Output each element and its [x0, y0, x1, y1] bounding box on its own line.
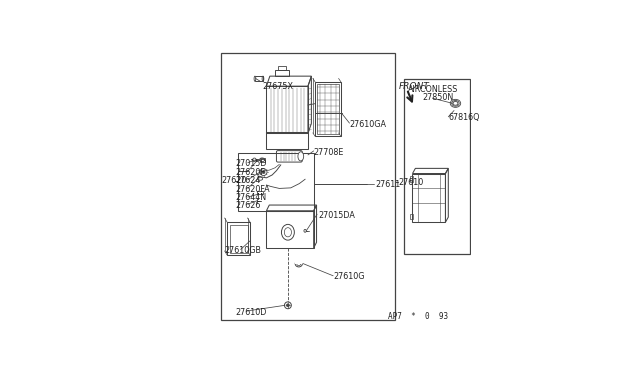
Bar: [255, 76, 263, 81]
Bar: [260, 158, 265, 161]
Circle shape: [287, 304, 289, 307]
Circle shape: [262, 171, 265, 173]
Text: 27611: 27611: [375, 180, 401, 189]
Text: 27610GA: 27610GA: [349, 121, 387, 129]
Bar: [278, 66, 287, 70]
Text: 27015DA: 27015DA: [318, 211, 355, 219]
Text: 27644N: 27644N: [235, 193, 266, 202]
Text: 27675X: 27675X: [262, 82, 293, 91]
Text: 27708E: 27708E: [314, 148, 344, 157]
Bar: [227, 222, 250, 255]
Bar: [238, 154, 314, 211]
Text: FRONT: FRONT: [399, 82, 430, 91]
Text: 27620: 27620: [221, 176, 247, 185]
Ellipse shape: [260, 158, 265, 162]
Text: 27610D: 27610D: [235, 308, 266, 317]
Bar: [410, 176, 413, 182]
Text: 27620F: 27620F: [235, 168, 265, 177]
Text: 27610GB: 27610GB: [224, 246, 261, 255]
Bar: [230, 225, 248, 253]
Ellipse shape: [282, 224, 294, 240]
Text: 27850N: 27850N: [422, 93, 454, 102]
Text: 67816Q: 67816Q: [448, 113, 480, 122]
Text: 27620FA: 27620FA: [235, 185, 269, 194]
Ellipse shape: [295, 261, 302, 267]
Bar: [413, 173, 445, 222]
Ellipse shape: [298, 152, 303, 161]
Ellipse shape: [254, 76, 256, 81]
Text: AIRCONLESS: AIRCONLESS: [408, 84, 459, 93]
Bar: [266, 211, 314, 248]
Bar: [266, 86, 308, 134]
Bar: [221, 53, 396, 320]
Bar: [266, 132, 308, 149]
Text: 27015D: 27015D: [235, 159, 266, 168]
Text: 27610: 27610: [398, 178, 424, 187]
Bar: [410, 214, 413, 219]
Bar: [295, 259, 303, 264]
Bar: [315, 82, 341, 136]
Text: 27626: 27626: [235, 201, 260, 209]
Text: 27624: 27624: [235, 176, 260, 185]
Bar: [317, 84, 339, 134]
Text: AP7  *  0  93: AP7 * 0 93: [388, 312, 448, 321]
Bar: [257, 191, 263, 195]
Bar: [404, 79, 470, 254]
Circle shape: [284, 302, 291, 309]
Text: 27610G: 27610G: [333, 272, 365, 281]
Bar: [275, 70, 289, 76]
